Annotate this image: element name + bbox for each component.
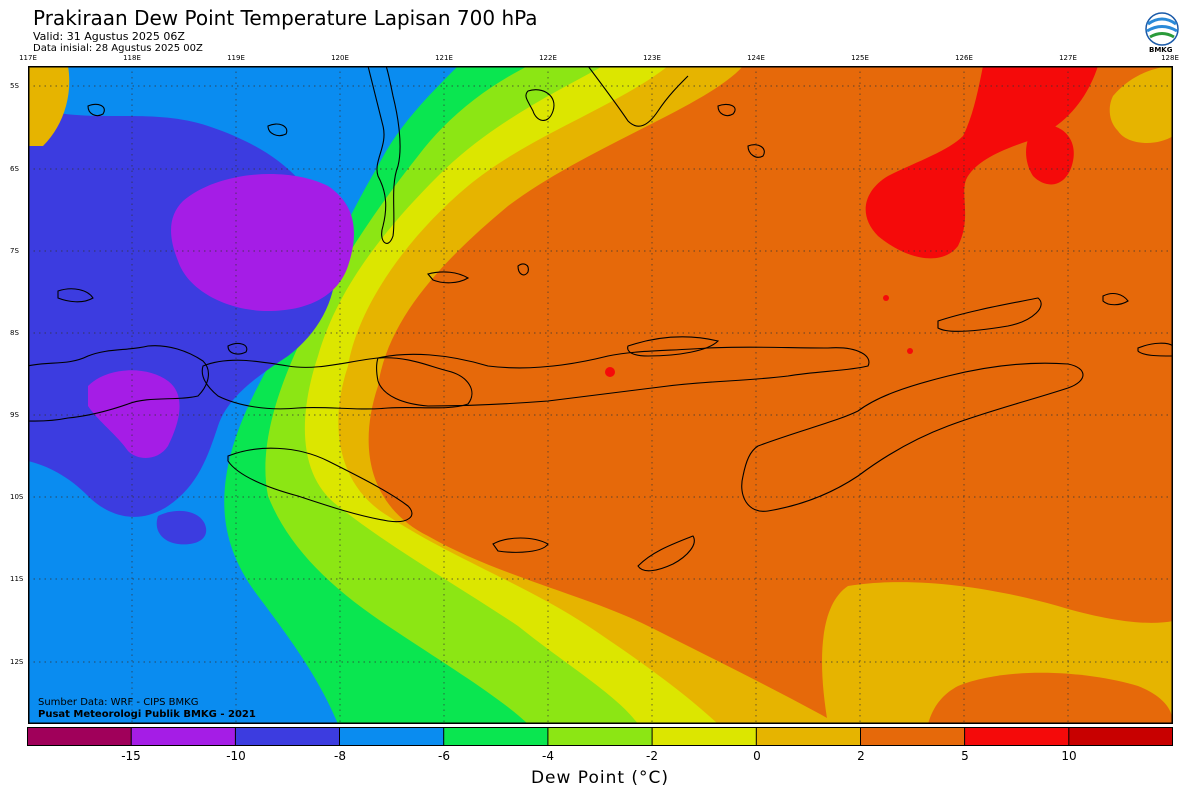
colorbar-tick: -6 [438, 749, 450, 763]
coastline-isl-f [57, 288, 94, 303]
lat-label: 5S [10, 82, 19, 90]
bmkg-logo-icon [1145, 12, 1179, 46]
field-amber [28, 66, 70, 146]
lat-label: 6S [10, 165, 19, 173]
colorbar-tick: -8 [334, 749, 346, 763]
init-time: Data inisial: 28 Agustus 2025 00Z [33, 43, 203, 54]
lon-label: 125E [851, 54, 869, 62]
colorbar-swatch [27, 727, 132, 746]
colorbar-tick: 5 [961, 749, 969, 763]
lon-label: 121E [435, 54, 453, 62]
coastline-timor [741, 362, 1084, 512]
lon-label: 118E [123, 54, 141, 62]
colorbar-swatch [756, 727, 861, 746]
field-red-dot [605, 367, 615, 377]
field-amber [1109, 66, 1173, 143]
colorbar-tick: -4 [542, 749, 554, 763]
coastline-sulawesi [367, 66, 401, 244]
colorbar-swatch [339, 727, 444, 746]
field-red [865, 66, 1098, 259]
coastline-isl-d [87, 103, 105, 117]
colorbar-swatch [860, 727, 965, 746]
map-title: Prakiraan Dew Point Temperature Lapisan … [33, 6, 538, 30]
colorbar-swatch [1068, 727, 1173, 746]
coastline-lombok [28, 345, 209, 422]
colorbar [27, 727, 1173, 746]
lon-label: 128E [1161, 54, 1179, 62]
coastline-kep [1137, 342, 1173, 357]
lat-label: 8S [10, 329, 19, 337]
lon-label: 127E [1059, 54, 1077, 62]
colorbar-label: Dew Point (°C) [530, 768, 670, 788]
field-orange [928, 672, 1173, 724]
coastline-sumba [227, 447, 413, 523]
coastline-babar [1102, 292, 1129, 306]
coastline-flores [375, 346, 870, 407]
coastline-isl-e [267, 123, 288, 137]
lon-label: 117E [19, 54, 37, 62]
coastline-wetar-small [427, 271, 470, 284]
lat-label: 9S [10, 411, 19, 419]
coastline-isl-g [227, 343, 248, 355]
coastline-savu [492, 537, 549, 553]
colorbar-swatch [131, 727, 236, 746]
lat-label: 11S [10, 575, 24, 583]
colorbar-tick: 10 [1061, 749, 1077, 763]
lon-label: 124E [747, 54, 765, 62]
colorbar-tick: -15 [121, 749, 141, 763]
lat-label: 12S [10, 658, 24, 666]
coastline-isl-b [717, 103, 736, 117]
lon-label: 120E [331, 54, 349, 62]
field-red-dot [907, 348, 913, 354]
colorbar-swatch [547, 727, 653, 746]
lon-label: 126E [955, 54, 973, 62]
field-blue [156, 510, 207, 545]
colorbar-tick: 0 [753, 749, 761, 763]
lon-label: 122E [539, 54, 557, 62]
field-red [1026, 125, 1074, 185]
lon-label: 119E [227, 54, 245, 62]
valid-time: Valid: 31 Agustus 2025 06Z [33, 30, 185, 43]
coastline-buton [525, 89, 555, 121]
coastline-isl-a [517, 263, 529, 276]
colorbar-swatch [652, 727, 757, 746]
colorbar-swatch [235, 727, 340, 746]
lat-label: 7S [10, 247, 19, 255]
colorbar-swatch [443, 727, 548, 746]
colorbar-swatch [964, 727, 1069, 746]
coastline-isl-c [747, 144, 765, 158]
logo-label: BMKG [1149, 46, 1173, 54]
field-purple [171, 174, 354, 311]
colorbar-tick: 2 [857, 749, 865, 763]
data-source-credit: Sumber Data: WRF - CIPS BMKG [38, 697, 199, 708]
field-purple [88, 370, 180, 458]
coastline-islands-ne [587, 66, 689, 127]
colorbar-tick: -10 [226, 749, 246, 763]
lat-label: 10S [10, 493, 24, 501]
coastline-rote [637, 535, 695, 572]
field-red-dot [883, 295, 889, 301]
dewpoint-map [28, 66, 1173, 724]
coastline-alor [627, 336, 720, 357]
lon-label: 123E [643, 54, 661, 62]
colorbar-tick: -2 [646, 749, 658, 763]
center-credit: Pusat Meteorologi Publik BMKG - 2021 [38, 709, 256, 720]
coastline-sumbawa [201, 357, 473, 410]
coastline-wetar [937, 297, 1042, 332]
